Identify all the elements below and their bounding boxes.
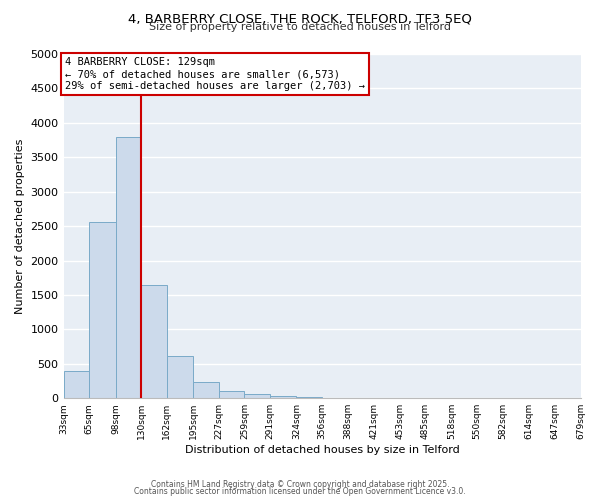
Bar [296, 397, 322, 398]
Text: Contains public sector information licensed under the Open Government Licence v3: Contains public sector information licen… [134, 488, 466, 496]
Bar [270, 396, 296, 398]
Text: 4, BARBERRY CLOSE, THE ROCK, TELFORD, TF3 5EQ: 4, BARBERRY CLOSE, THE ROCK, TELFORD, TF… [128, 12, 472, 26]
Text: Size of property relative to detached houses in Telford: Size of property relative to detached ho… [149, 22, 451, 32]
Bar [219, 390, 244, 398]
Bar [244, 394, 270, 398]
Bar [167, 356, 193, 398]
Bar [64, 372, 89, 398]
Bar [193, 382, 219, 398]
Bar [116, 136, 141, 398]
X-axis label: Distribution of detached houses by size in Telford: Distribution of detached houses by size … [185, 445, 460, 455]
Text: Contains HM Land Registry data © Crown copyright and database right 2025.: Contains HM Land Registry data © Crown c… [151, 480, 449, 489]
Text: 4 BARBERRY CLOSE: 129sqm
← 70% of detached houses are smaller (6,573)
29% of sem: 4 BARBERRY CLOSE: 129sqm ← 70% of detach… [65, 58, 365, 90]
Bar [141, 284, 167, 398]
Y-axis label: Number of detached properties: Number of detached properties [15, 138, 25, 314]
Bar [89, 222, 116, 398]
